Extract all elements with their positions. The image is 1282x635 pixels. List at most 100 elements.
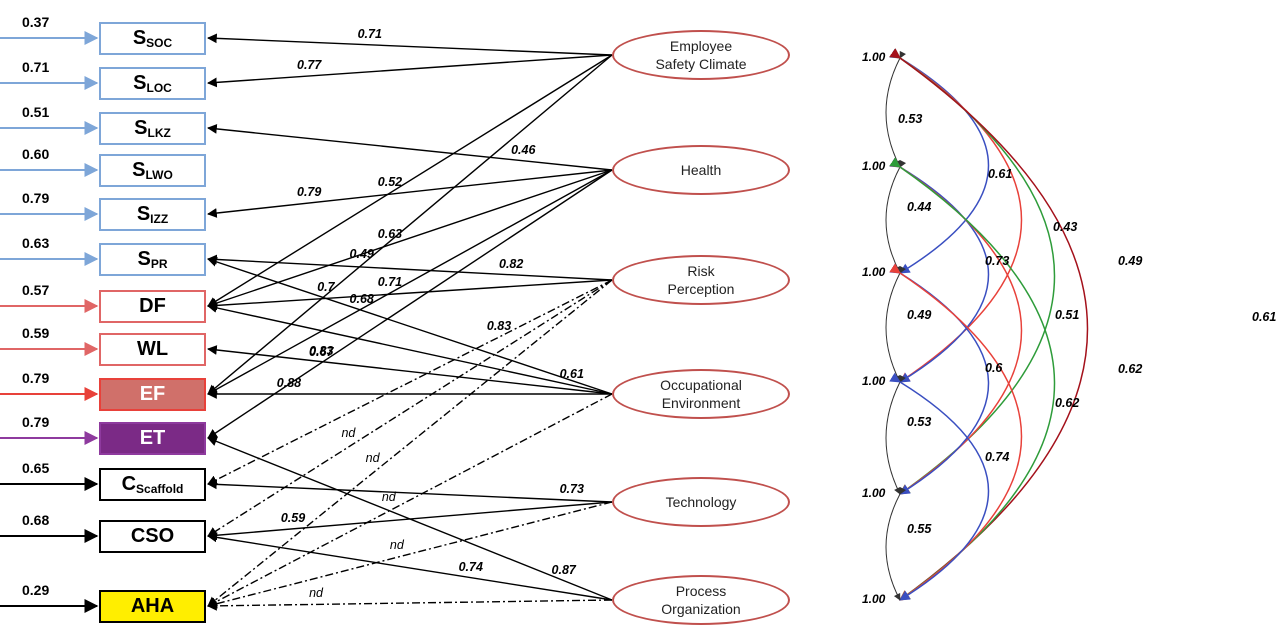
- indicator-box-df: DF: [99, 290, 206, 323]
- loading-value-occ-aha: nd: [381, 490, 396, 505]
- indicator-label-slkz: S: [134, 117, 148, 139]
- loading-path-health-sizz: [207, 169, 613, 218]
- input-value-ssoc: 0.37: [22, 14, 50, 30]
- loading-path-health-ef: [207, 169, 613, 395]
- factor-risk: Risk Perception: [612, 255, 790, 305]
- indicator-subscript-sloc: LOC: [146, 80, 172, 95]
- node-variance-3: 1.00: [862, 374, 886, 388]
- correlation-arc-3-4: [885, 374, 906, 495]
- loading-path-esc-ssoc: [207, 33, 613, 56]
- input-value-df: 0.57: [22, 282, 50, 298]
- indicator-subscript-spr: PR: [150, 256, 168, 271]
- loading-value-esc-ef: 0.49: [349, 247, 374, 262]
- loading-value-proc-cso: 0.74: [458, 559, 483, 574]
- correlation-value-1-5: 0.62: [1118, 362, 1143, 376]
- correlation-value-2-3: 0.49: [907, 308, 932, 322]
- factor-health: Health: [612, 145, 790, 195]
- loading-path-esc-df: [207, 54, 613, 307]
- correlation-value-2-5: 0.62: [1055, 396, 1080, 410]
- factor-risk-line-0: Risk: [687, 263, 715, 279]
- correlation-value-0-1: 0.53: [898, 112, 923, 126]
- input-value-wl: 0.59: [22, 325, 50, 341]
- factor-risk-line-1: Perception: [667, 281, 735, 297]
- indicator-label-cscaffold: C: [121, 473, 137, 495]
- loading-value-occ-spr: 0.68: [349, 292, 374, 307]
- loading-path-risk-spr: [207, 254, 613, 281]
- loading-value-health-et: 0.67: [309, 344, 334, 359]
- factor-occ-line-1: Environment: [661, 395, 741, 411]
- correlation-value-0-3: 0.43: [1053, 220, 1078, 234]
- indicator-subscript-slkz: LKZ: [147, 125, 171, 140]
- indicator-box-slkz: S LKZ: [99, 112, 206, 145]
- loading-path-occ-spr: [207, 257, 613, 395]
- loading-value-risk-cso: nd: [341, 425, 356, 440]
- input-value-cscaffold: 0.65: [22, 460, 50, 476]
- correlation-arc-2-3: [885, 265, 906, 383]
- correlation-value-1-2: 0.44: [907, 200, 932, 214]
- indicator-box-ssoc: S SOC: [99, 22, 206, 55]
- input-value-slwo: 0.60: [22, 146, 50, 162]
- indicator-box-et: ET: [99, 422, 206, 455]
- indicator-box-wl: WL: [99, 333, 206, 366]
- indicator-label-wl: WL: [136, 338, 169, 360]
- loading-value-esc-df: 0.52: [377, 175, 403, 190]
- node-variance-0: 1.00: [862, 50, 886, 64]
- indicator-label-df: DF: [139, 295, 166, 317]
- node-variance-5: 1.00: [862, 592, 886, 606]
- loading-value-occ-df: 0.61: [559, 367, 584, 382]
- factor-health-line-0: Health: [680, 162, 722, 178]
- factor-tech-line-0: Technology: [665, 494, 737, 510]
- correlation-value-1-3: 0.73: [985, 254, 1010, 268]
- loading-path-health-df: [207, 169, 613, 308]
- loading-value-health-ef: 0.71: [377, 275, 403, 290]
- loading-value-proc-aha: nd: [309, 586, 324, 601]
- indicator-label-ssoc: S: [132, 27, 147, 49]
- loading-path-occ-aha: [207, 393, 613, 607]
- loading-path-risk-df: [207, 279, 613, 311]
- node-variance-2: 1.00: [862, 265, 886, 279]
- indicator-box-sizz: S IZZ: [99, 198, 206, 231]
- correlation-arc-1-3: [889, 157, 990, 383]
- indicator-box-ef: EF: [99, 378, 206, 411]
- loading-path-health-et: [207, 169, 613, 439]
- indicator-label-ef: EF: [139, 383, 166, 405]
- loading-path-health-slkz: [207, 124, 613, 171]
- input-value-et: 0.79: [22, 414, 50, 430]
- indicator-box-spr: S PR: [99, 243, 206, 276]
- correlation-value-3-4: 0.53: [907, 415, 932, 429]
- loading-path-occ-df: [207, 303, 613, 395]
- indicator-box-sloc: S LOC: [99, 67, 206, 100]
- factor-proc-line-0: Process: [675, 583, 727, 599]
- indicator-subscript-slwo: LWO: [145, 167, 173, 182]
- loading-value-proc-et: 0.87: [551, 562, 576, 577]
- loading-value-occ-wl: 0.83: [309, 343, 334, 358]
- node-variance-4: 1.00: [862, 486, 886, 500]
- indicator-label-spr: S: [137, 248, 151, 270]
- factor-proc-line-1: Organization: [661, 601, 741, 617]
- indicator-box-slwo: S LWO: [99, 154, 206, 187]
- loading-path-risk-cso: [207, 279, 613, 537]
- loading-path-proc-et: [207, 436, 613, 601]
- input-value-spr: 0.63: [22, 235, 50, 251]
- input-value-sizz: 0.79: [22, 190, 50, 206]
- loading-path-tech-cscaffold: [207, 479, 613, 503]
- loading-value-esc-sloc: 0.77: [297, 58, 322, 72]
- loading-value-risk-df: 0.7: [317, 280, 335, 295]
- loading-path-risk-aha: [207, 279, 613, 607]
- loading-value-tech-aha: nd: [389, 538, 404, 553]
- factor-esc-line-0: Employee: [669, 38, 733, 54]
- factor-esc-line-1: Safety Climate: [655, 56, 747, 72]
- input-value-aha: 0.29: [22, 582, 50, 598]
- correlation-arc-1-2: [885, 159, 907, 274]
- node-variance-1: 1.00: [862, 159, 886, 173]
- loading-value-tech-cso: 0.59: [280, 510, 306, 525]
- factor-tech: Technology: [612, 477, 790, 527]
- correlation-value-1-4: 0.51: [1055, 308, 1080, 322]
- correlation-arc-0-2: [889, 48, 990, 274]
- indicator-box-aha: AHA: [99, 590, 206, 623]
- loading-value-risk-aha: nd: [365, 451, 380, 466]
- loading-path-risk-cscaffold: [207, 279, 613, 485]
- loading-path-proc-cso: [207, 532, 613, 601]
- correlation-value-0-4: 0.49: [1118, 254, 1143, 268]
